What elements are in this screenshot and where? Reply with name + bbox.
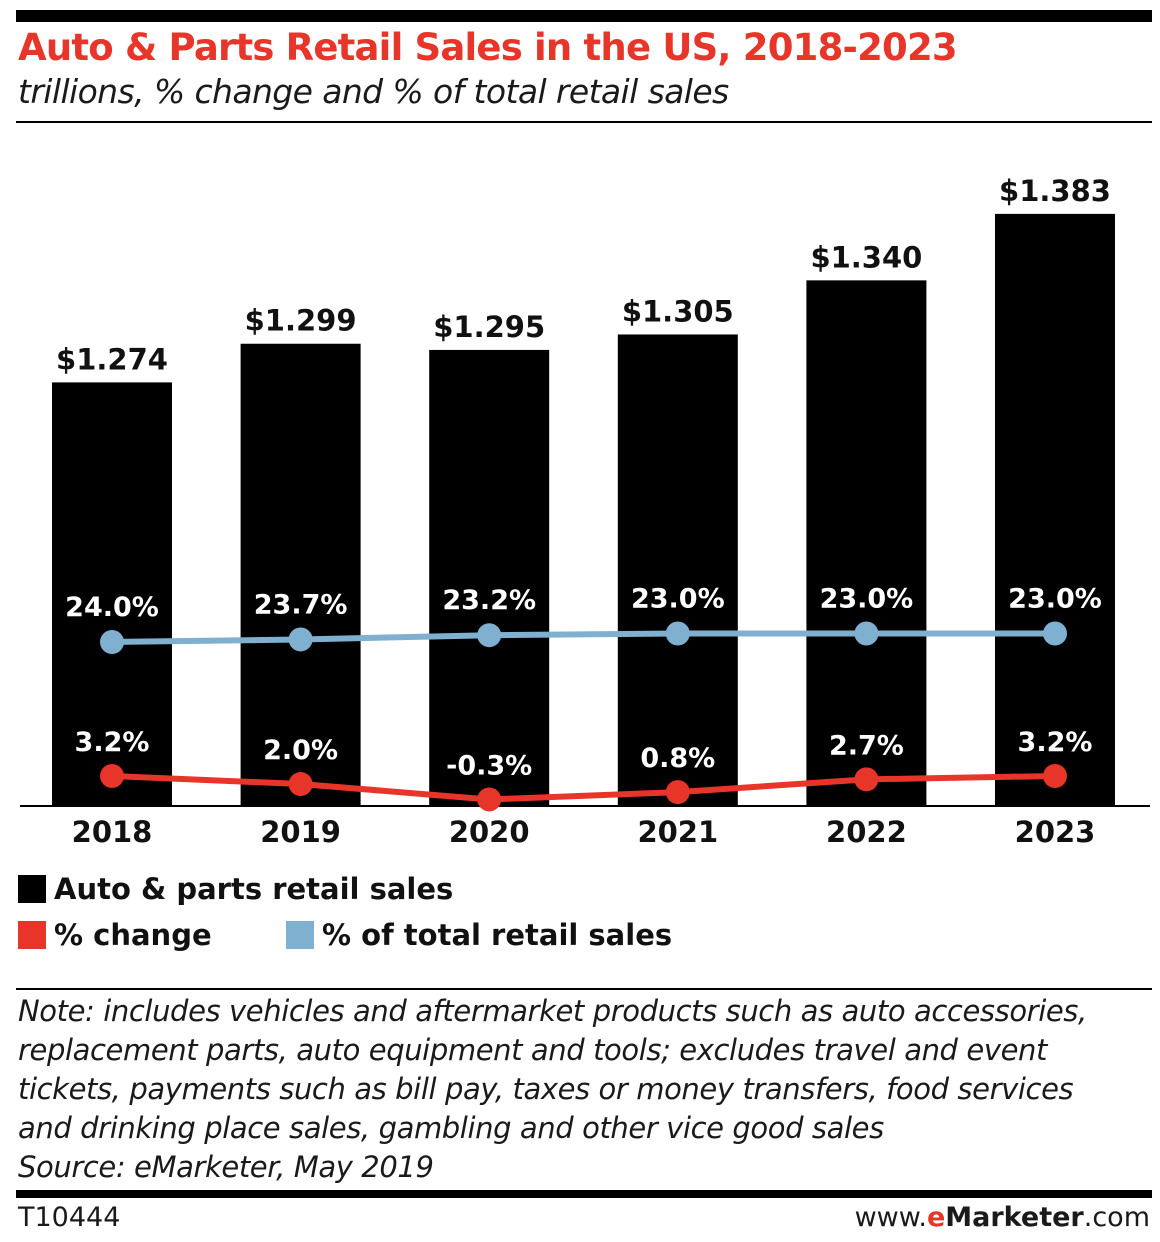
x-tick-label: 2023 bbox=[1015, 815, 1096, 849]
brand-e: e bbox=[926, 1202, 946, 1233]
change-point bbox=[477, 787, 502, 812]
change-point bbox=[1043, 764, 1067, 788]
bar bbox=[240, 343, 361, 806]
share-line bbox=[111, 630, 1055, 645]
legend-label-bars: Auto & parts retail sales bbox=[54, 872, 454, 906]
share-point bbox=[100, 630, 124, 654]
legend-label-share: % of total retail sales bbox=[322, 918, 673, 952]
subtitle-rule bbox=[16, 121, 1152, 123]
share-point bbox=[665, 621, 690, 646]
change-point bbox=[854, 767, 879, 792]
share-data-label: 23.0% bbox=[820, 584, 914, 615]
chart-title: Auto & Parts Retail Sales in the US, 201… bbox=[18, 26, 958, 69]
chart-subtitle: trillions, % change and % of total retai… bbox=[18, 72, 729, 111]
legend-label-change: % change bbox=[54, 918, 212, 952]
change-data-label: 3.2% bbox=[75, 727, 150, 758]
share-data-label: 23.7% bbox=[254, 589, 348, 620]
bar-value-label: $1.305 bbox=[622, 294, 734, 328]
chart-id: T10444 bbox=[18, 1202, 121, 1233]
legend-swatch-bars bbox=[18, 875, 46, 903]
bar bbox=[806, 280, 927, 806]
bar bbox=[995, 213, 1115, 806]
brand-prefix: www. bbox=[854, 1202, 927, 1233]
share-point bbox=[477, 623, 502, 648]
bar-value-label: $1.299 bbox=[245, 304, 357, 338]
bar bbox=[617, 334, 738, 806]
legend-swatch-change bbox=[18, 921, 46, 949]
legend-item-change: % change bbox=[18, 918, 212, 952]
brand-link[interactable]: www.eMarketer.com bbox=[855, 1202, 1150, 1233]
legend-item-bars: Auto & parts retail sales bbox=[18, 872, 453, 906]
bar bbox=[429, 349, 550, 806]
change-data-label: 2.0% bbox=[263, 735, 338, 766]
bar-value-label: $1.274 bbox=[56, 342, 168, 376]
bottom-rule bbox=[16, 1190, 1152, 1198]
bar-value-label: $1.383 bbox=[999, 174, 1111, 208]
bar bbox=[52, 382, 172, 806]
bar-value-label: $1.340 bbox=[810, 240, 922, 274]
change-line bbox=[111, 773, 1056, 803]
share-data-label: 24.0% bbox=[65, 592, 159, 623]
bar-value-label: $1.295 bbox=[433, 310, 545, 344]
note-line: and drinking place sales, gambling and o… bbox=[18, 1111, 884, 1145]
x-tick-label: 2021 bbox=[637, 815, 718, 849]
share-data-label: 23.0% bbox=[631, 584, 725, 615]
x-tick-label: 2018 bbox=[72, 815, 153, 849]
note-rule bbox=[16, 988, 1152, 990]
chart-area: $1.274 $1.299 $1.295 $1.305 $1.340 $1.383 2018… bbox=[20, 174, 1150, 849]
share-point bbox=[854, 621, 879, 646]
note-line: tickets, payments such as bill pay, taxe… bbox=[18, 1072, 1074, 1106]
legend: Auto & parts retail sales % change % of … bbox=[18, 868, 1148, 968]
x-tick-label: 2020 bbox=[449, 815, 530, 849]
change-point bbox=[288, 772, 313, 797]
change-data-label: 2.7% bbox=[829, 730, 904, 761]
share-point bbox=[288, 627, 313, 652]
x-tick-label: 2022 bbox=[826, 815, 907, 849]
change-data-label: 3.2% bbox=[1018, 727, 1093, 758]
note-line: replacement parts, auto equipment and to… bbox=[18, 1033, 1047, 1067]
change-data-label: 0.8% bbox=[640, 743, 715, 774]
x-tick-label: 2019 bbox=[260, 815, 341, 849]
source-line: Source: eMarketer, May 2019 bbox=[18, 1150, 434, 1184]
change-point bbox=[100, 764, 124, 788]
chart-note: Note: includes vehicles and aftermarket … bbox=[18, 992, 1148, 1187]
share-data-label: 23.2% bbox=[442, 585, 536, 616]
share-point bbox=[1043, 621, 1067, 646]
change-data-label: -0.3% bbox=[446, 750, 532, 781]
top-rule bbox=[16, 10, 1152, 22]
change-point bbox=[665, 780, 690, 805]
brand-suffix: .com bbox=[1083, 1202, 1150, 1233]
legend-item-share: % of total retail sales bbox=[286, 918, 672, 952]
note-line: Note: includes vehicles and aftermarket … bbox=[18, 994, 1087, 1028]
share-data-label: 23.0% bbox=[1008, 584, 1102, 615]
brand-main: Marketer bbox=[945, 1202, 1084, 1233]
legend-swatch-share bbox=[286, 921, 314, 949]
